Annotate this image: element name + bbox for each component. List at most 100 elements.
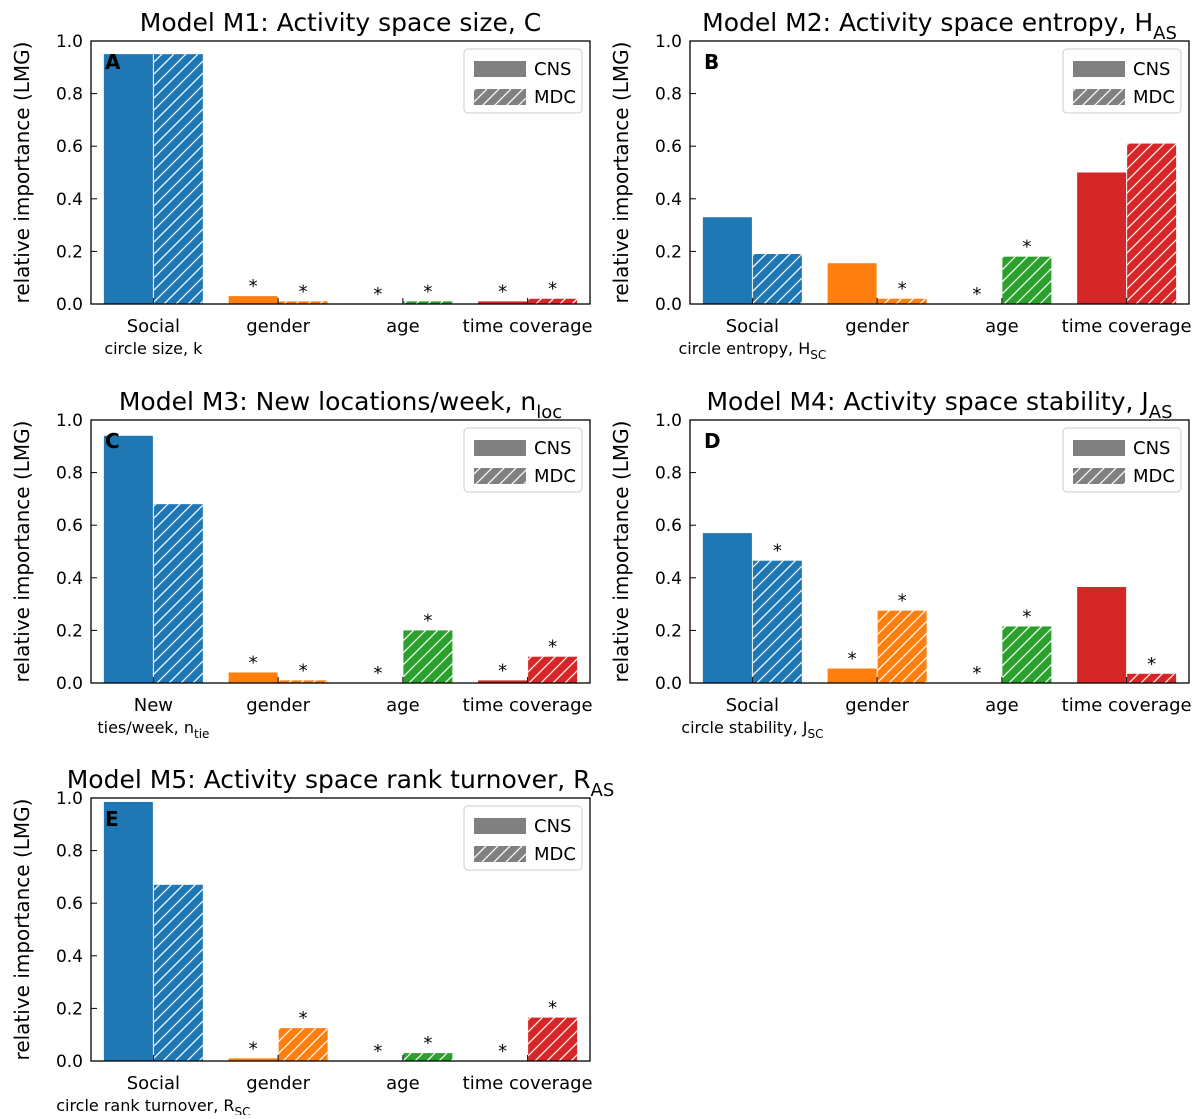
bar-hatch-3 xyxy=(528,656,578,683)
x-tick-label: gender xyxy=(246,316,310,337)
panel-letter: C xyxy=(105,429,120,453)
significance-star: * xyxy=(548,279,557,300)
bar-cns-3 xyxy=(478,680,528,683)
significance-star: * xyxy=(548,998,557,1019)
x-tick-label-line2: circle rank turnover, RSC xyxy=(56,1096,250,1115)
legend-swatch-solid xyxy=(474,61,526,77)
bar-hatch-0 xyxy=(153,884,203,1061)
y-tick-label: 0.4 xyxy=(655,569,682,589)
bar-cns-1 xyxy=(228,1058,278,1061)
bar-hatch-0 xyxy=(153,54,203,305)
y-axis-label: relative importance (LMG) xyxy=(10,42,34,304)
bar-hatch-0 xyxy=(153,504,203,683)
panel-title-subscript: AS xyxy=(1153,23,1177,44)
significance-star: * xyxy=(773,541,782,562)
y-tick-label: 0.4 xyxy=(56,947,83,967)
x-tick-label: age xyxy=(386,1073,420,1094)
x-tick-label-line2-subscript: tie xyxy=(194,727,209,741)
y-axis-label: relative importance (LMG) xyxy=(609,421,633,683)
legend-label-cns: CNS xyxy=(1133,438,1170,459)
y-tick-label: 0.4 xyxy=(655,190,682,210)
significance-star: * xyxy=(423,610,432,631)
significance-star: * xyxy=(972,663,981,684)
y-tick-label: 0.6 xyxy=(655,516,682,536)
significance-star: * xyxy=(1022,606,1031,627)
y-tick-label: 0.2 xyxy=(56,621,83,641)
plot-frame xyxy=(689,40,1190,305)
significance-star: * xyxy=(1022,237,1031,258)
legend-swatch-solid xyxy=(474,818,526,834)
bar-cns-0 xyxy=(103,54,153,305)
significance-star: * xyxy=(249,1038,258,1059)
bar-cns-3 xyxy=(1077,172,1127,304)
x-tick-label: time coverage xyxy=(463,316,593,337)
y-tick-label: 0.4 xyxy=(56,190,83,210)
legend-label-mdc: MDC xyxy=(1133,466,1175,487)
panel-b: Model M2: Activity space entropy, HAS rel… xyxy=(609,8,1192,362)
panel-title-main: Model M5: Activity space rank turnover, … xyxy=(67,765,591,794)
bar-cns-3 xyxy=(478,301,528,304)
bar-cns-1 xyxy=(827,263,877,304)
bar-cns-1 xyxy=(228,672,278,683)
bar-hatch-2 xyxy=(1002,256,1052,304)
y-tick-label: 0.2 xyxy=(56,999,83,1019)
significance-star: * xyxy=(249,652,258,673)
y-tick-label: 1.0 xyxy=(655,32,682,52)
panel-title-main: Model M1: Activity space size, C xyxy=(140,8,541,37)
panel-title: Model M3: New locations/week, nloc xyxy=(119,387,562,423)
x-tick-label-line2-main: ties/week, n xyxy=(97,718,194,737)
significance-star: * xyxy=(299,1008,308,1029)
legend-label-mdc: MDC xyxy=(534,87,576,108)
legend-swatch-hatch-overlay xyxy=(474,468,526,484)
panel-letter: E xyxy=(105,807,119,831)
x-tick-label-line2: circle size, k xyxy=(104,339,203,358)
y-tick-label: 0.0 xyxy=(56,295,83,315)
y-tick-label: 0.6 xyxy=(56,516,83,536)
x-tick-label: age xyxy=(386,316,420,337)
x-tick-label: age xyxy=(985,695,1019,716)
significance-star: * xyxy=(373,663,382,684)
y-tick-label: 0.6 xyxy=(655,137,682,157)
y-tick-label: 0.8 xyxy=(56,85,83,105)
significance-star: * xyxy=(848,649,857,670)
bar-hatch-3 xyxy=(1127,143,1177,304)
significance-star: * xyxy=(548,637,557,658)
panel-title-subscript: AS xyxy=(591,780,615,801)
x-tick-label-line2: circle entropy, HSC xyxy=(679,339,827,362)
bar-hatch-1 xyxy=(278,1028,328,1061)
significance-star: * xyxy=(898,591,907,612)
plot-frame xyxy=(90,40,591,305)
bar-hatch-1 xyxy=(877,610,927,683)
plot-frame xyxy=(90,797,591,1062)
plot-frame xyxy=(689,419,1190,684)
x-tick-label-line2-subscript: SC xyxy=(807,727,823,741)
legend-swatch-solid xyxy=(474,440,526,456)
plot-frame xyxy=(90,419,591,684)
y-tick-label: 0.2 xyxy=(56,242,83,262)
significance-star: * xyxy=(373,284,382,305)
y-tick-label: 1.0 xyxy=(56,789,83,809)
significance-star: * xyxy=(249,276,258,297)
y-tick-label: 0.6 xyxy=(56,894,83,914)
y-tick-label: 1.0 xyxy=(56,411,83,431)
bar-cns-3 xyxy=(1077,587,1127,683)
x-tick-label-line2-main: circle stability, J xyxy=(681,718,807,737)
bar-cns-0 xyxy=(702,533,752,683)
x-tick-label: gender xyxy=(246,1073,310,1094)
bar-cns-0 xyxy=(103,801,153,1061)
significance-star: * xyxy=(498,660,507,681)
x-tick-label-line2-main: circle entropy, H xyxy=(679,339,811,358)
significance-star: * xyxy=(972,284,981,305)
legend-swatch-solid xyxy=(1073,440,1125,456)
x-tick-label-line2-main: circle rank turnover, R xyxy=(56,1096,234,1115)
panel-letter: B xyxy=(704,50,719,74)
x-tick-label-line2-subscript: SC xyxy=(810,348,826,362)
y-tick-label: 0.6 xyxy=(56,137,83,157)
y-tick-label: 0.8 xyxy=(655,85,682,105)
y-tick-label: 1.0 xyxy=(655,411,682,431)
panel-a: Model M1: Activity space size, C relative… xyxy=(10,8,593,358)
bar-cns-1 xyxy=(228,296,278,304)
panel-title-subscript: loc xyxy=(536,402,562,423)
